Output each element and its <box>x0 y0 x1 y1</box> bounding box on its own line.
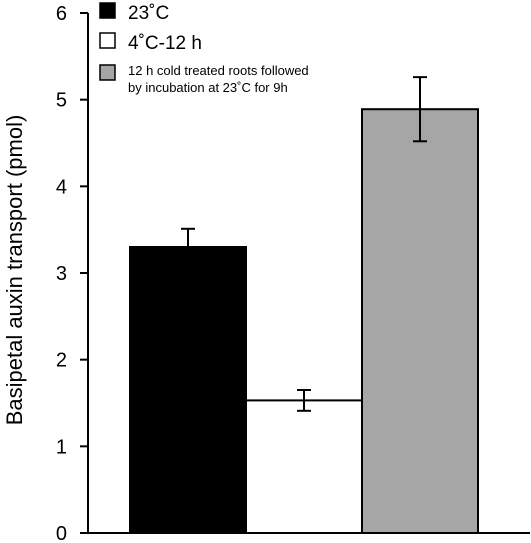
bar <box>361 108 479 534</box>
y-tick-label: 5 <box>56 90 67 112</box>
legend-swatch <box>99 32 116 49</box>
y-tick-label: 1 <box>56 436 67 458</box>
legend-label: 4˚C-12 h <box>128 33 202 54</box>
legend-swatch <box>99 64 116 81</box>
legend-label: 23˚C <box>128 3 169 24</box>
axes: 0 1 2 3 4 5 6 <box>56 3 530 543</box>
legend-swatch <box>99 2 116 19</box>
y-tick-label: 6 <box>56 3 67 25</box>
y-tick-label: 0 <box>56 523 67 543</box>
bar <box>245 399 363 534</box>
legend-label: 12 h cold treated roots followed <box>128 63 309 78</box>
bar <box>129 246 247 534</box>
legend-label: by incubation at 23˚C for 9h <box>128 80 288 95</box>
legend: 23˚C 4˚C-12 h 12 h cold treated roots foll… <box>99 2 309 95</box>
bars-layer <box>129 76 479 534</box>
y-tick-label: 4 <box>56 176 67 198</box>
y-axis-title: Basipetal auxin transport (pmol) <box>2 115 27 426</box>
y-tick-label: 2 <box>56 350 67 372</box>
y-tick-label: 3 <box>56 263 67 285</box>
